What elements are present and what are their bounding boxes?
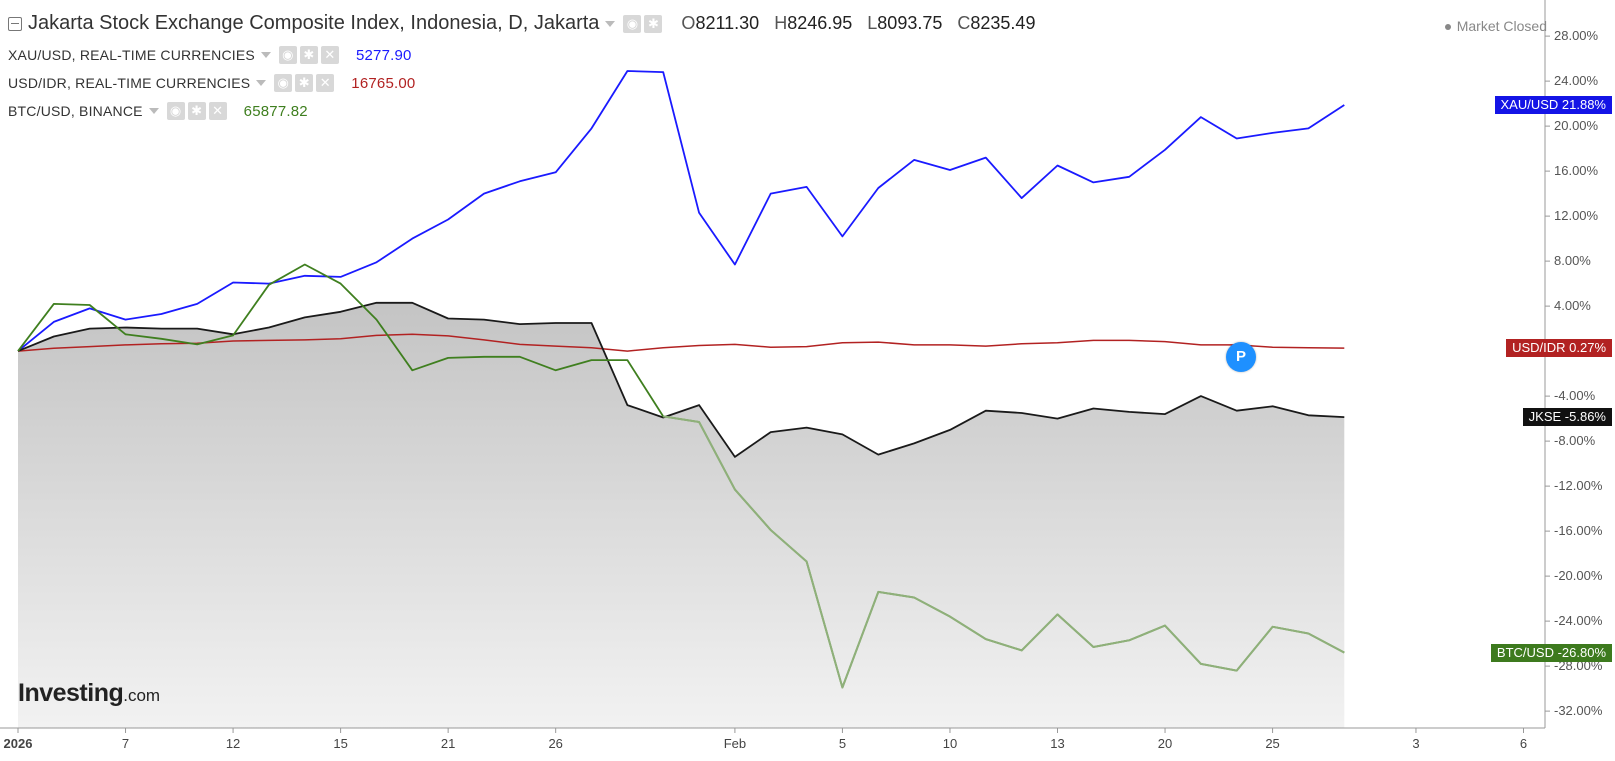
eye-icon[interactable]: ◉ — [278, 46, 297, 64]
y-tick-label: -24.00% — [1554, 613, 1603, 628]
legend-label: USD/IDR, REAL-TIME CURRENCIES — [8, 75, 251, 91]
legend-row-btc: BTC/USD, BINANCE ◉ ✱ ✕ 65877.82 — [8, 102, 308, 120]
logo-suffix-text: .com — [123, 686, 161, 705]
legend-row-idr: USD/IDR, REAL-TIME CURRENCIES ◉ ✱ ✕ 1676… — [8, 74, 415, 92]
legend-value: 16765.00 — [351, 74, 416, 92]
legend-value: 65877.82 — [243, 102, 308, 120]
ohlc-low-value: 8093.75 — [877, 13, 943, 33]
x-tick-label: 12 — [226, 736, 240, 751]
legend-label: BTC/USD, BINANCE — [8, 103, 143, 119]
ohlc-open-value: 8211.30 — [695, 13, 760, 33]
end-label-btc-usd: BTC/USD -26.80% — [1490, 643, 1612, 662]
x-tick-label: 7 — [122, 736, 129, 751]
y-tick-label: 16.00% — [1554, 163, 1599, 178]
end-label-usd-idr: USD/IDR 0.27% — [1506, 339, 1612, 358]
status-dot-icon — [1444, 24, 1451, 31]
ohlc-close-value: 8235.49 — [970, 13, 1036, 33]
x-tick-label: 20 — [1158, 736, 1172, 751]
x-tick-label: 26 — [548, 736, 562, 751]
x-tick-label: 15 — [333, 736, 347, 751]
collapse-icon[interactable] — [8, 16, 22, 31]
y-tick-label: 8.00% — [1554, 253, 1591, 268]
x-tick-label: Feb — [724, 736, 746, 751]
eye-icon[interactable]: ◉ — [623, 14, 642, 33]
x-tick-label: 3 — [1412, 736, 1419, 751]
y-tick-label: 28.00% — [1554, 28, 1599, 43]
event-marker[interactable]: P — [1226, 342, 1256, 372]
series-line-jkse — [17, 301, 1345, 458]
ohlc-high-value: 8246.95 — [787, 13, 853, 33]
y-tick-label: -16.00% — [1554, 523, 1603, 538]
x-tick-label: 6 — [1520, 736, 1527, 751]
x-tick-label: 5 — [839, 736, 846, 751]
y-tick-label: 4.00% — [1554, 298, 1591, 313]
end-label-xau-usd: XAU/USD 21.88% — [1494, 95, 1612, 114]
ohlc-close-key: C — [957, 13, 971, 33]
y-tick-label: -20.00% — [1554, 568, 1603, 583]
series-area-jkse — [18, 302, 1345, 728]
close-icon[interactable]: ✕ — [320, 46, 339, 64]
y-tick-label: -8.00% — [1554, 433, 1596, 448]
chevron-down-icon[interactable] — [605, 20, 616, 27]
chart-title: Jakarta Stock Exchange Composite Index, … — [28, 12, 600, 34]
y-tick-label: 24.00% — [1554, 73, 1599, 88]
ohlc-low-key: L — [867, 13, 878, 33]
y-tick-label: 12.00% — [1554, 208, 1599, 223]
series-line-xau-usd — [17, 70, 1345, 352]
gear-icon[interactable]: ✱ — [644, 14, 663, 33]
gear-icon[interactable]: ✱ — [295, 74, 314, 92]
legend-value: 5277.90 — [355, 46, 412, 64]
series-line-btc-usd-faded — [663, 415, 1345, 689]
gear-icon[interactable]: ✱ — [299, 46, 318, 64]
close-icon[interactable]: ✕ — [316, 74, 335, 92]
y-tick-label: -28.00% — [1554, 658, 1603, 673]
gear-icon[interactable]: ✱ — [187, 102, 206, 120]
eye-icon[interactable]: ◉ — [166, 102, 185, 120]
x-tick-label: 25 — [1265, 736, 1279, 751]
chevron-down-icon[interactable] — [260, 52, 271, 58]
x-tick-label: 13 — [1050, 736, 1064, 751]
x-tick-label: 2026 — [4, 736, 33, 751]
legend-label: XAU/USD, REAL-TIME CURRENCIES — [8, 47, 255, 63]
ohlc-high-key: H — [774, 13, 788, 33]
ohlc-readout: O8211.30 H8246.95 L8093.75 C8235.49 — [671, 13, 1035, 34]
y-tick-label: -4.00% — [1554, 388, 1596, 403]
end-label-jkse: JKSE -5.86% — [1522, 408, 1612, 427]
y-tick-label: -12.00% — [1554, 478, 1603, 493]
chevron-down-icon[interactable] — [148, 108, 159, 114]
chevron-down-icon[interactable] — [256, 80, 267, 86]
market-status: Market Closed — [1444, 18, 1547, 34]
chart-header: Jakarta Stock Exchange Composite Index, … — [8, 12, 1035, 35]
x-tick-label: 10 — [943, 736, 957, 751]
logo-main-text: Investing — [18, 679, 124, 707]
y-tick-label: 20.00% — [1554, 118, 1599, 133]
x-tick-label: 21 — [441, 736, 455, 751]
series-line-usd-idr — [17, 333, 1345, 352]
investing-logo: Investing.com — [18, 679, 160, 708]
ohlc-open-key: O — [681, 13, 696, 33]
y-tick-label: -32.00% — [1554, 703, 1603, 718]
legend-row-xau: XAU/USD, REAL-TIME CURRENCIES ◉ ✱ ✕ 5277… — [8, 46, 412, 64]
market-status-text: Market Closed — [1456, 18, 1547, 34]
eye-icon[interactable]: ◉ — [274, 74, 293, 92]
close-icon[interactable]: ✕ — [208, 102, 227, 120]
